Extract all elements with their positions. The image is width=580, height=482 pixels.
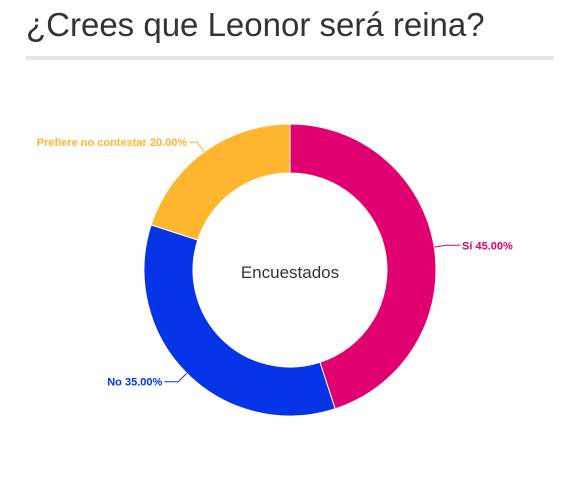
leader-line-2 xyxy=(164,372,188,383)
slice-labels: Sí 45.00% No 35.00% Prefiere no contestar … xyxy=(37,137,513,389)
label-leader-lines xyxy=(164,141,461,383)
donut-slice-2[interactable] xyxy=(143,224,336,417)
leader-line-3 xyxy=(189,141,205,153)
slice-label-3: Prefiere no contestar 20.00% xyxy=(37,137,188,149)
chart-center-label: Encuestados xyxy=(241,263,339,282)
donut-slice-1[interactable] xyxy=(289,123,437,410)
leader-line-1 xyxy=(434,244,461,248)
slice-label-2: No 35.00% xyxy=(107,377,162,389)
title-divider xyxy=(26,56,554,60)
donut-slices xyxy=(143,123,437,417)
page-title: ¿Crees que Leonor será reina? xyxy=(26,6,485,43)
slice-label-1: Sí 45.00% xyxy=(462,240,513,252)
donut-slice-3[interactable] xyxy=(150,123,291,241)
